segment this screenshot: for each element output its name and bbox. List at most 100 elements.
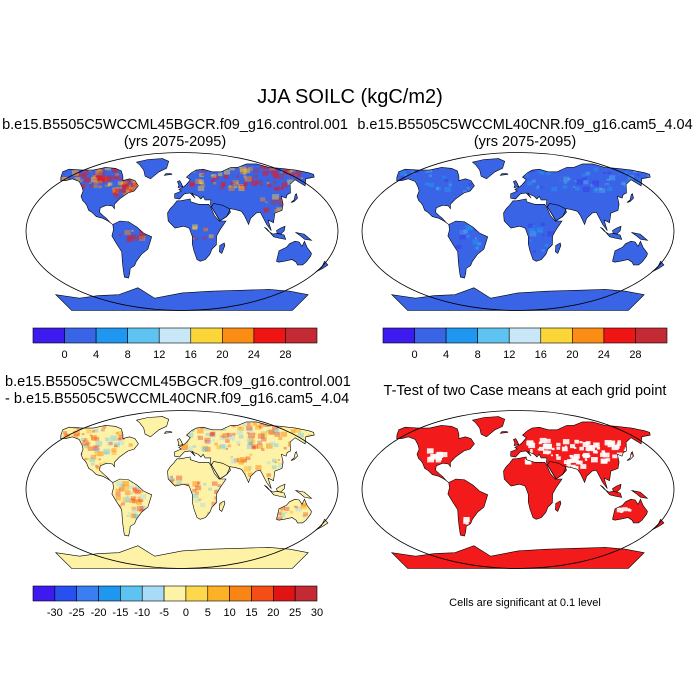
panel2-title-line2: (yrs 2075-2095) bbox=[473, 134, 577, 150]
colorbar-box bbox=[222, 327, 255, 344]
colorbar-label: 12 bbox=[503, 349, 515, 361]
land-newGuinea bbox=[295, 232, 312, 241]
colorbar-box bbox=[414, 327, 447, 344]
land-greenland bbox=[136, 158, 169, 179]
land-newGuinea bbox=[631, 490, 648, 499]
land-newGuinea bbox=[631, 232, 648, 241]
colorbar-box bbox=[540, 327, 573, 344]
colorbar-diff: -30 -25 -20 -15 -10 -5 0 5 10 15 20 25 30 bbox=[32, 585, 323, 619]
colorbar-label: 24 bbox=[598, 349, 610, 361]
land-borneo bbox=[612, 226, 621, 235]
colorbar-label: -10 bbox=[134, 607, 150, 619]
colorbar-label: 20 bbox=[267, 607, 279, 619]
colorbar-box bbox=[207, 585, 230, 602]
panel4-title: T-Test of two Case means at each grid po… bbox=[383, 383, 667, 399]
land-borneo bbox=[276, 226, 285, 235]
panel2-title-line1: b.e15.B5505C5WCCML40CNR.f09_g16.cam5_4.0… bbox=[357, 117, 693, 133]
colorbar-label: 0 bbox=[183, 607, 189, 619]
land-indonesia bbox=[264, 227, 286, 240]
colorbar-label: 12 bbox=[153, 349, 165, 361]
colorbar-box bbox=[445, 327, 478, 344]
land-newZealand bbox=[316, 261, 328, 272]
colorbar-box bbox=[190, 327, 223, 344]
colorbar-label: 28 bbox=[629, 349, 641, 361]
colorbar-label: -15 bbox=[112, 607, 128, 619]
colorbar-label: 25 bbox=[289, 607, 301, 619]
colorbar-box bbox=[508, 327, 542, 344]
colorbar-label: 20 bbox=[216, 349, 228, 361]
panel1-title-line2: (yrs 2075-2095) bbox=[123, 134, 227, 150]
land-indonesia bbox=[600, 485, 622, 498]
globe-outline bbox=[25, 152, 339, 311]
land-australia bbox=[612, 241, 648, 265]
land-arabia bbox=[211, 461, 231, 479]
land-antarctica bbox=[391, 287, 645, 311]
colorbar-label: 8 bbox=[125, 349, 131, 361]
colorbar-case1: 0 4 8 12 16 20 24 28 bbox=[32, 327, 318, 361]
colorbar-box bbox=[120, 585, 143, 602]
colorbar-label: 28 bbox=[279, 349, 291, 361]
colorbar-label: 0 bbox=[61, 349, 67, 361]
map-case1 bbox=[25, 152, 339, 311]
land-antarctica bbox=[391, 545, 645, 569]
colorbar-box bbox=[635, 327, 668, 344]
land-indonesia bbox=[264, 485, 286, 498]
colorbar-label: 5 bbox=[205, 607, 211, 619]
colorbar-box bbox=[32, 585, 56, 602]
panel3-title-line1: b.e15.B5505C5WCCML45BGCR.f09_g16.control… bbox=[5, 374, 351, 390]
land-eurasia bbox=[174, 163, 315, 231]
land-northAmerica bbox=[396, 167, 475, 225]
land-borneo bbox=[612, 484, 621, 493]
colorbar-box bbox=[382, 327, 415, 344]
colorbar-label: -20 bbox=[91, 607, 107, 619]
globe-outline bbox=[361, 410, 675, 569]
colorbar-box bbox=[253, 327, 286, 344]
land-northAmerica bbox=[60, 167, 139, 225]
land-greenland bbox=[136, 416, 169, 437]
colorbar-box bbox=[603, 327, 636, 344]
land-northAmerica bbox=[396, 425, 475, 483]
land-japan bbox=[626, 451, 634, 461]
colorbar-label: 10 bbox=[223, 607, 235, 619]
globe-outline bbox=[361, 152, 675, 311]
land-newZealand bbox=[316, 519, 328, 530]
colorbar-box bbox=[54, 585, 78, 602]
land-japan bbox=[626, 193, 634, 203]
colorbar-box bbox=[158, 327, 192, 344]
colorbar-label: -30 bbox=[47, 607, 63, 619]
land-southAmerica bbox=[447, 479, 488, 536]
colorbar-box bbox=[185, 585, 209, 602]
land-australia bbox=[276, 241, 312, 265]
colorbar-box bbox=[163, 585, 187, 602]
panel3-title-line2: - b.e15.B5505C5WCCML40CNR.f09_g16.cam5_4… bbox=[5, 391, 350, 407]
land-newZealand bbox=[652, 519, 664, 530]
land-africa bbox=[167, 457, 226, 520]
colorbar-label: 0 bbox=[411, 349, 417, 361]
colorbar-label: 4 bbox=[93, 349, 99, 361]
land-eurasia bbox=[510, 163, 651, 231]
land-japan bbox=[290, 193, 298, 203]
map-ttest bbox=[361, 410, 675, 569]
land-antarctica bbox=[55, 287, 309, 311]
land-indonesia bbox=[600, 227, 622, 240]
figure-title: JJA SOILC (kgC/m2) bbox=[257, 86, 443, 108]
land-greenland bbox=[472, 416, 505, 437]
land-newGuinea bbox=[295, 490, 312, 499]
land-newZealand bbox=[652, 261, 664, 272]
colorbar-box bbox=[95, 327, 128, 344]
colorbar-box bbox=[229, 585, 252, 602]
colorbar-box bbox=[76, 585, 99, 602]
colorbar-label: -25 bbox=[69, 607, 85, 619]
colorbar-box bbox=[98, 585, 121, 602]
colorbar-label: -5 bbox=[159, 607, 169, 619]
land-africa bbox=[167, 199, 226, 262]
land-greenland bbox=[472, 158, 505, 179]
land-madagascar bbox=[555, 500, 561, 512]
colorbar-box bbox=[64, 327, 97, 344]
colorbar-label: 20 bbox=[566, 349, 578, 361]
land-africa bbox=[503, 457, 562, 520]
colorbar-label: 15 bbox=[245, 607, 257, 619]
colorbar-label: 16 bbox=[535, 349, 547, 361]
colorbar-box bbox=[285, 327, 318, 344]
colorbar-box bbox=[32, 327, 65, 344]
